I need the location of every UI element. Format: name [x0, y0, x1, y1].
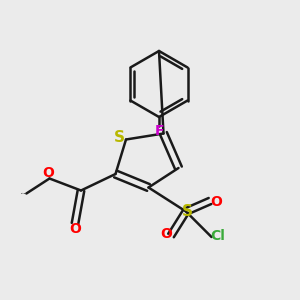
Text: O: O	[160, 227, 172, 241]
Text: Cl: Cl	[211, 229, 226, 242]
Text: O: O	[42, 166, 54, 180]
Text: F: F	[154, 124, 164, 138]
Text: O: O	[69, 222, 81, 236]
Text: S: S	[114, 130, 125, 146]
Text: methyl: methyl	[24, 193, 29, 194]
Text: methyl: methyl	[21, 193, 26, 194]
Text: S: S	[182, 204, 193, 219]
Text: O: O	[211, 195, 223, 208]
